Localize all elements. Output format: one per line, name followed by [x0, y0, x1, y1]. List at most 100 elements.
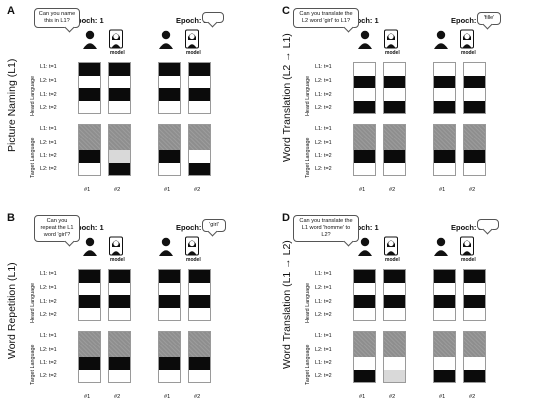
grid-cell [189, 88, 210, 101]
column-label: #1 [359, 187, 366, 193]
grid-cell [159, 100, 180, 113]
grid-cell [354, 150, 375, 163]
target-column [353, 124, 376, 176]
row-label: L2: t=1 [315, 140, 332, 146]
grid-cell [384, 125, 405, 138]
grid-cell [464, 369, 485, 382]
column-label: #2 [469, 394, 476, 400]
target-language-label: Target Language [305, 137, 311, 178]
grid-cell [354, 125, 375, 138]
grid-cell [434, 344, 455, 357]
column-label: #1 [164, 187, 171, 193]
grid-cell [109, 332, 130, 345]
question-bubble: Can you name this in L1? [34, 8, 80, 28]
heard-column [158, 269, 181, 321]
grid-cell [79, 369, 100, 382]
heard-column [433, 269, 456, 321]
column-label: #2 [469, 187, 476, 193]
epoch-2-label: Epoch: 2 [451, 16, 483, 25]
epoch-2-label: Epoch: 2 [451, 223, 483, 232]
heard-column [78, 62, 101, 114]
model-label: model [385, 257, 400, 263]
panel-title: Word Translation (L1 → L2) [281, 240, 293, 369]
row-label: L2: t=2 [315, 312, 332, 318]
panel-b: B Word Repetition (L1) Epoch: 1 Epoch: 2 mod… [0, 207, 275, 413]
row-label: L1: t=2 [315, 360, 332, 366]
panel-title: Word Translation (L2 → L1) [281, 33, 293, 162]
grid-cell [109, 357, 130, 370]
grid-cell [159, 282, 180, 295]
panel-a: A Picture Naming (L1) Epoch: 1 Epoch: 2 mode… [0, 0, 275, 206]
answer-bubble [477, 219, 499, 230]
question-bubble: Can you repeat the L1 word 'girl'? [34, 215, 80, 242]
model-icon [185, 236, 199, 256]
row-label: L1: t=1 [40, 126, 57, 132]
grid-cell [189, 282, 210, 295]
column-label: #2 [114, 394, 121, 400]
model-label: model [186, 257, 201, 263]
grid-cell [79, 307, 100, 320]
column-label: #2 [194, 394, 201, 400]
heard-language-label: Heard Language [30, 282, 36, 323]
heard-language-label: Heard Language [305, 75, 311, 116]
row-label: L2: t=2 [40, 166, 57, 172]
grid-cell [464, 88, 485, 101]
grid-cell [464, 270, 485, 283]
row-label: L1: t=2 [315, 153, 332, 159]
grid-cell [79, 270, 100, 283]
grid-cell [159, 369, 180, 382]
grid-cell [464, 63, 485, 76]
row-label: L1: t=1 [40, 333, 57, 339]
grid-cell [464, 75, 485, 88]
row-label: L1: t=2 [40, 92, 57, 98]
grid-cell [109, 100, 130, 113]
model-icon [185, 29, 199, 49]
row-label: L1: t=2 [40, 153, 57, 159]
grid-cell [384, 357, 405, 370]
row-label: L1: t=1 [315, 64, 332, 70]
heard-column [433, 62, 456, 114]
grid-cell [384, 332, 405, 345]
grid-cell [109, 125, 130, 138]
model-icon [384, 236, 398, 256]
grid-cell [384, 137, 405, 150]
column-label: #1 [439, 394, 446, 400]
row-label: L2: t=2 [315, 373, 332, 379]
row-label: L2: t=1 [40, 285, 57, 291]
panel-title: Word Repetition (L1) [6, 262, 18, 359]
grid-cell [354, 307, 375, 320]
grid-cell [434, 150, 455, 163]
grid-cell [384, 88, 405, 101]
grid-cell [109, 295, 130, 308]
grid-cell [189, 344, 210, 357]
target-column [463, 124, 486, 176]
answer-bubble: 'fille' [477, 12, 501, 25]
target-column [433, 331, 456, 383]
grid-cell [434, 100, 455, 113]
grid-cell [109, 63, 130, 76]
grid-cell [384, 369, 405, 382]
row-label: L2: t=1 [40, 78, 57, 84]
grid-cell [464, 137, 485, 150]
grid-cell [159, 270, 180, 283]
row-label: L1: t=1 [315, 333, 332, 339]
grid-cell [189, 100, 210, 113]
grid-cell [434, 125, 455, 138]
model-label: model [461, 257, 476, 263]
panel-c: C Word Translation (L2 → L1) Epoch: 1 Epoch… [275, 0, 550, 206]
grid-cell [354, 100, 375, 113]
row-label: L2: t=2 [40, 373, 57, 379]
model-label: model [110, 257, 125, 263]
grid-cell [109, 369, 130, 382]
grid-cell [384, 150, 405, 163]
grid-cell [109, 88, 130, 101]
grid-cell [434, 282, 455, 295]
grid-cell [354, 75, 375, 88]
epoch-2-label: Epoch: 2 [176, 16, 208, 25]
grid-cell [159, 137, 180, 150]
target-language-label: Target Language [305, 344, 311, 385]
grid-cell [464, 282, 485, 295]
speaker-icon [358, 30, 372, 49]
grid-cell [109, 162, 130, 175]
panel-d: D Word Translation (L1 → L2) Epoch: 1 Epoch… [275, 207, 550, 413]
